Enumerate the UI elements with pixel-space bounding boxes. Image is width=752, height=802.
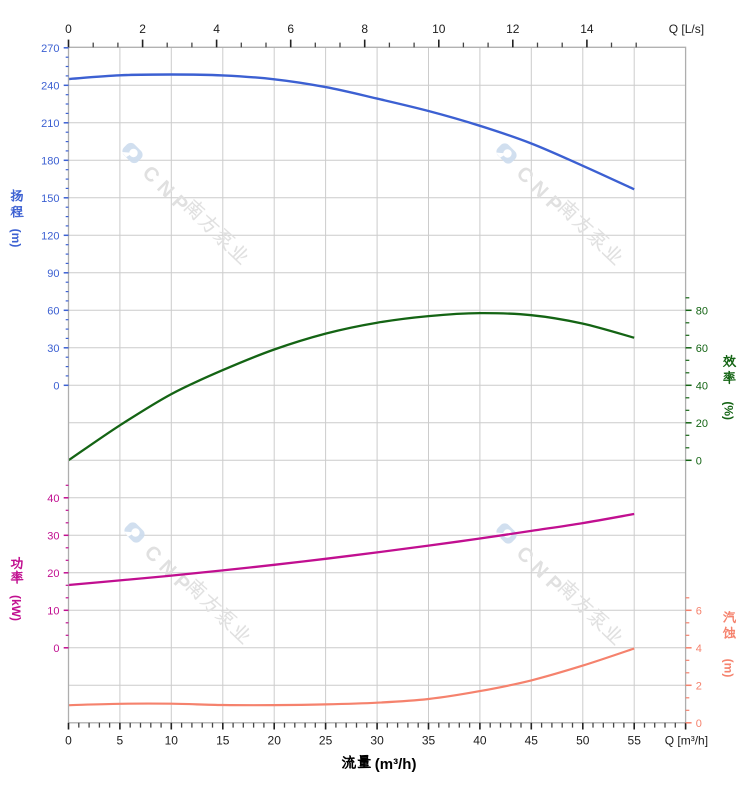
svg-text:(kW): (kW) <box>9 595 23 621</box>
svg-text:14: 14 <box>580 22 594 36</box>
svg-text:Q [m³/h]: Q [m³/h] <box>665 734 708 748</box>
svg-text:25: 25 <box>319 734 333 748</box>
svg-text:0: 0 <box>53 643 59 655</box>
svg-text:210: 210 <box>41 118 59 130</box>
svg-text:40: 40 <box>47 493 59 505</box>
svg-text:35: 35 <box>422 734 436 748</box>
svg-text:Q [L/s]: Q [L/s] <box>669 22 704 36</box>
svg-text:(m): (m) <box>9 229 23 248</box>
svg-text:(%): (%) <box>722 401 736 420</box>
svg-text:0: 0 <box>53 380 59 392</box>
svg-text:8: 8 <box>361 22 368 36</box>
svg-text:10: 10 <box>47 605 59 617</box>
svg-text:30: 30 <box>47 343 59 355</box>
svg-text:2: 2 <box>139 22 146 36</box>
svg-text:60: 60 <box>47 305 59 317</box>
svg-text:45: 45 <box>525 734 539 748</box>
svg-text:0: 0 <box>65 734 72 748</box>
svg-text:(m): (m) <box>722 659 736 678</box>
svg-text:6: 6 <box>696 605 702 617</box>
svg-text:180: 180 <box>41 155 59 167</box>
svg-text:(m³/h): (m³/h) <box>375 756 417 773</box>
svg-text:40: 40 <box>473 734 487 748</box>
svg-text:80: 80 <box>696 305 708 317</box>
svg-text:240: 240 <box>41 80 59 92</box>
svg-text:150: 150 <box>41 193 59 205</box>
svg-text:40: 40 <box>696 380 708 392</box>
svg-text:30: 30 <box>47 530 59 542</box>
svg-text:4: 4 <box>213 22 220 36</box>
svg-text:0: 0 <box>696 455 702 467</box>
svg-text:60: 60 <box>696 343 708 355</box>
svg-text:2: 2 <box>696 680 702 692</box>
svg-text:15: 15 <box>216 734 230 748</box>
svg-text:0: 0 <box>65 22 72 36</box>
svg-text:20: 20 <box>47 568 59 580</box>
svg-text:10: 10 <box>432 22 446 36</box>
svg-text:55: 55 <box>628 734 642 748</box>
svg-text:12: 12 <box>506 22 520 36</box>
svg-text:50: 50 <box>576 734 590 748</box>
svg-text:6: 6 <box>287 22 294 36</box>
svg-text:90: 90 <box>47 268 59 280</box>
svg-text:270: 270 <box>41 43 59 55</box>
svg-text:30: 30 <box>370 734 384 748</box>
svg-text:20: 20 <box>696 418 708 430</box>
svg-text:5: 5 <box>117 734 124 748</box>
svg-text:0: 0 <box>696 718 702 730</box>
svg-text:120: 120 <box>41 230 59 242</box>
svg-text:10: 10 <box>165 734 179 748</box>
svg-text:20: 20 <box>268 734 282 748</box>
svg-text:4: 4 <box>696 643 702 655</box>
